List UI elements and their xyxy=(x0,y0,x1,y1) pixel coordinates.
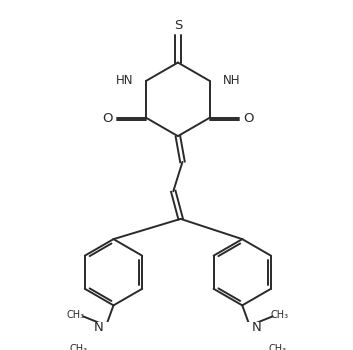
Text: N: N xyxy=(94,321,104,334)
Text: CH₃: CH₃ xyxy=(70,344,88,350)
Text: CH₃: CH₃ xyxy=(268,344,286,350)
Text: NH: NH xyxy=(223,75,240,88)
Text: O: O xyxy=(102,112,113,125)
Text: HN: HN xyxy=(116,75,133,88)
Text: O: O xyxy=(243,112,253,125)
Text: CH₃: CH₃ xyxy=(67,309,85,320)
Text: S: S xyxy=(174,19,182,32)
Text: CH₃: CH₃ xyxy=(271,309,289,320)
Text: N: N xyxy=(252,321,262,334)
